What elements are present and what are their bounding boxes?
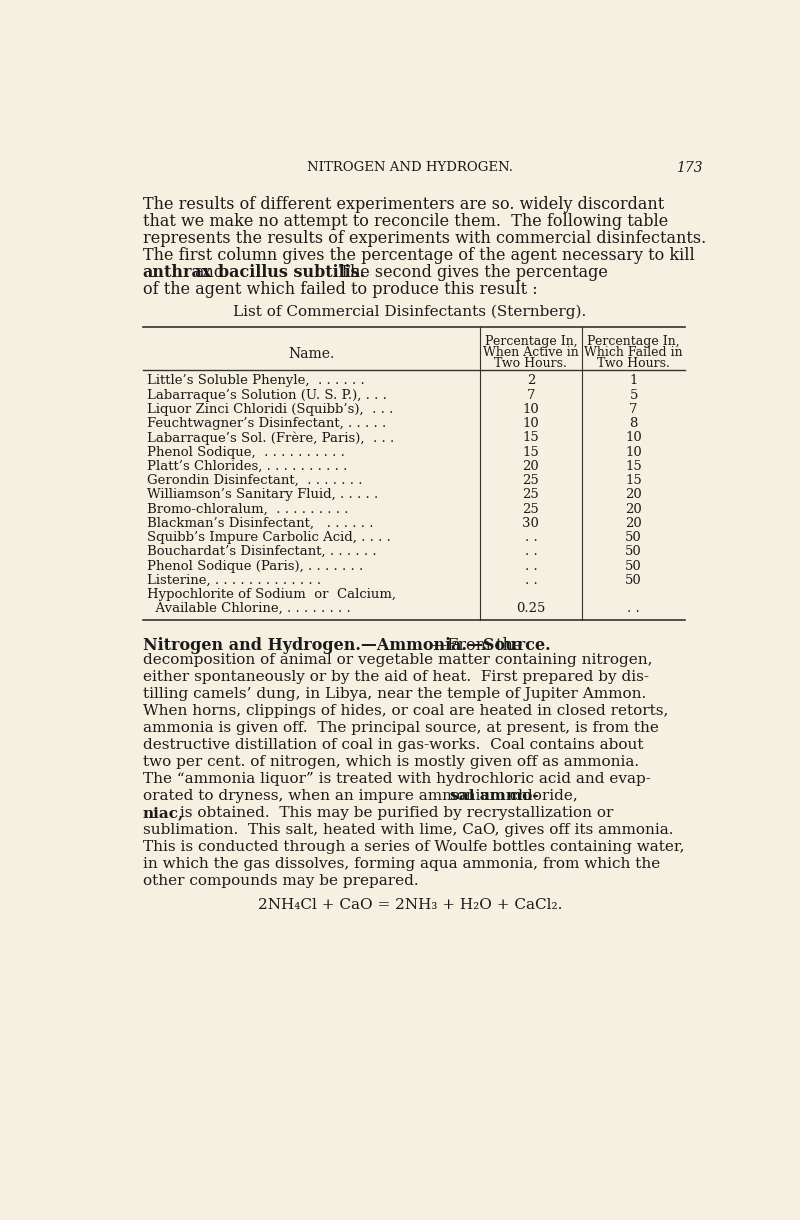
Text: When Active in: When Active in [483,345,578,359]
Text: 2: 2 [526,375,535,387]
Text: 15: 15 [626,475,642,487]
Text: —From the: —From the [431,637,522,654]
Text: List of Commercial Disinfectants (Sternberg).: List of Commercial Disinfectants (Sternb… [234,304,586,318]
Text: Available Chlorine, . . . . . . . .: Available Chlorine, . . . . . . . . [147,603,351,615]
Text: 20: 20 [626,503,642,516]
Text: Phenol Sodique,  . . . . . . . . . .: Phenol Sodique, . . . . . . . . . . [147,445,345,459]
Text: that we make no attempt to reconcile them.  The following table: that we make no attempt to reconcile the… [142,214,668,231]
Text: destructive distillation of coal in gas-works.  Coal contains about: destructive distillation of coal in gas-… [142,738,643,753]
Text: 30: 30 [522,517,539,529]
Text: Phenol Sodique (Paris), . . . . . . .: Phenol Sodique (Paris), . . . . . . . [147,560,363,572]
Text: Bromo-chloralum,  . . . . . . . . .: Bromo-chloralum, . . . . . . . . . [147,503,349,516]
Text: other compounds may be prepared.: other compounds may be prepared. [142,874,418,888]
Text: tilling camels’ dung, in Libya, near the temple of Jupiter Ammon.: tilling camels’ dung, in Libya, near the… [142,687,646,701]
Text: sublimation.  This salt, heated with lime, CaO, gives off its ammonia.: sublimation. This salt, heated with lime… [142,822,673,837]
Text: decomposition of animal or vegetable matter containing nitrogen,: decomposition of animal or vegetable mat… [142,654,652,667]
Text: two per cent. of nitrogen, which is mostly given off as ammonia.: two per cent. of nitrogen, which is most… [142,755,638,769]
Text: The first column gives the percentage of the agent necessary to kill: The first column gives the percentage of… [142,248,694,265]
Text: Platt’s Chlorides, . . . . . . . . . .: Platt’s Chlorides, . . . . . . . . . . [147,460,348,473]
Text: Liquor Zinci Chloridi (Squibb’s),  . . .: Liquor Zinci Chloridi (Squibb’s), . . . [147,403,394,416]
Text: 5: 5 [630,388,638,401]
Text: 7: 7 [630,403,638,416]
Text: When horns, clippings of hides, or coal are heated in closed retorts,: When horns, clippings of hides, or coal … [142,704,668,719]
Text: Two Hours.: Two Hours. [494,356,567,370]
Text: 15: 15 [626,460,642,473]
Text: Hypochlorite of Sodium  or  Calcium,: Hypochlorite of Sodium or Calcium, [147,588,396,601]
Text: Which Failed in: Which Failed in [584,345,683,359]
Text: 50: 50 [626,560,642,572]
Text: Bouchardat’s Disinfectant, . . . . . .: Bouchardat’s Disinfectant, . . . . . . [147,545,377,559]
Text: 1: 1 [630,375,638,387]
Text: Feuchtwagner’s Disinfectant, . . . . .: Feuchtwagner’s Disinfectant, . . . . . [147,417,386,431]
Text: anthrax: anthrax [142,265,212,282]
Text: Listerine, . . . . . . . . . . . . .: Listerine, . . . . . . . . . . . . . [147,573,322,587]
Text: Labarraque’s Solution (U. S. P.), . . .: Labarraque’s Solution (U. S. P.), . . . [147,388,387,401]
Text: 7: 7 [526,388,535,401]
Text: 10: 10 [522,403,539,416]
Text: 10: 10 [626,432,642,444]
Text: 20: 20 [626,517,642,529]
Text: Gerondin Disinfectant,  . . . . . . .: Gerondin Disinfectant, . . . . . . . [147,475,362,487]
Text: The “ammonia liquor” is treated with hydrochloric acid and evap-: The “ammonia liquor” is treated with hyd… [142,772,650,786]
Text: 15: 15 [522,432,539,444]
Text: 8: 8 [630,417,638,431]
Text: 0.25: 0.25 [516,603,546,615]
Text: 20: 20 [626,488,642,501]
Text: 50: 50 [626,573,642,587]
Text: Blackman’s Disinfectant,   . . . . . .: Blackman’s Disinfectant, . . . . . . [147,517,374,529]
Text: NITROGEN AND HYDROGEN.: NITROGEN AND HYDROGEN. [307,161,513,174]
Text: bacillus subtilis.: bacillus subtilis. [218,265,365,282]
Text: of the agent which failed to produce this result :: of the agent which failed to produce thi… [142,281,538,298]
Text: The results of different experimenters are so. widely discordant: The results of different experimenters a… [142,196,664,214]
Text: either spontaneously or by the aid of heat.  First prepared by dis-: either spontaneously or by the aid of he… [142,670,649,684]
Text: . .: . . [627,603,640,615]
Text: . .: . . [525,531,538,544]
Text: . .: . . [525,545,538,559]
Text: Nitrogen and Hydrogen.—Ammonia.—Source.: Nitrogen and Hydrogen.—Ammonia.—Source. [142,637,550,654]
Text: Williamson’s Sanitary Fluid, . . . . .: Williamson’s Sanitary Fluid, . . . . . [147,488,378,501]
Text: is obtained.  This may be purified by recrystallization or: is obtained. This may be purified by rec… [175,806,614,820]
Text: Little’s Soluble Phenyle,  . . . . . .: Little’s Soluble Phenyle, . . . . . . [147,375,365,387]
Text: ammonia is given off.  The principal source, at present, is from the: ammonia is given off. The principal sour… [142,721,658,736]
Text: 10: 10 [522,417,539,431]
Text: and: and [194,265,224,282]
Text: orated to dryness, when an impure ammonium chloride,: orated to dryness, when an impure ammoni… [142,789,578,803]
Text: Squibb’s Impure Carbolic Acid, . . . .: Squibb’s Impure Carbolic Acid, . . . . [147,531,391,544]
Text: sal ammo-: sal ammo- [445,789,538,803]
Text: 25: 25 [522,488,539,501]
Text: This is conducted through a series of Woulfe bottles containing water,: This is conducted through a series of Wo… [142,839,684,854]
Text: 25: 25 [522,503,539,516]
Text: The second gives the percentage: The second gives the percentage [329,265,607,282]
Text: represents the results of experiments with commercial disinfectants.: represents the results of experiments wi… [142,231,706,248]
Text: Name.: Name. [288,348,334,361]
Text: Percentage In,: Percentage In, [485,336,578,348]
Text: 50: 50 [626,531,642,544]
Text: 10: 10 [626,445,642,459]
Text: 15: 15 [522,445,539,459]
Text: Labarraque’s Sol. (Frère, Paris),  . . .: Labarraque’s Sol. (Frère, Paris), . . . [147,432,394,445]
Text: 173: 173 [676,161,702,174]
Text: Percentage In,: Percentage In, [587,336,680,348]
Text: 2NH₄Cl + CaO = 2NH₃ + H₂O + CaCl₂.: 2NH₄Cl + CaO = 2NH₃ + H₂O + CaCl₂. [258,898,562,913]
Text: niac,: niac, [142,806,184,820]
Text: 50: 50 [626,545,642,559]
Text: . .: . . [525,560,538,572]
Text: 20: 20 [522,460,539,473]
Text: Two Hours.: Two Hours. [597,356,670,370]
Text: 25: 25 [522,475,539,487]
Text: in which the gas dissolves, forming aqua ammonia, from which the: in which the gas dissolves, forming aqua… [142,856,660,871]
Text: . .: . . [525,573,538,587]
